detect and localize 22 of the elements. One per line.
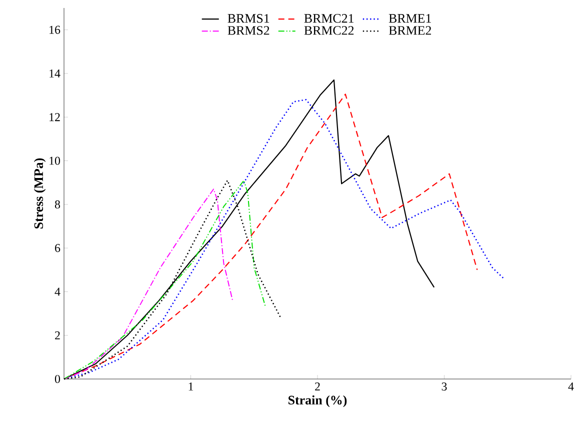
x-tick-label: 3 [442, 382, 447, 391]
legend-label: BRMC22 [304, 26, 354, 35]
legend-label: BRMC21 [304, 14, 354, 23]
x-tick-label: 1 [188, 382, 194, 390]
legend-label: BRME1 [388, 14, 431, 23]
y-axis-title: Stress (MPa) [34, 158, 46, 228]
x-tick-label: 4 [568, 382, 574, 390]
y-tick-label: 16 [50, 26, 60, 34]
y-tick-label: 8 [54, 200, 60, 208]
y-tick-label: 4 [54, 288, 60, 296]
y-tick-label: 6 [55, 244, 60, 252]
x-axis-title: Strain (%) [288, 395, 347, 408]
y-tick-label: 0 [54, 374, 60, 384]
legend-label: BRMS1 [228, 14, 270, 23]
legend-label: BRMS2 [228, 26, 270, 35]
y-tick-label: 2 [55, 331, 60, 340]
x-tick-label: 2 [315, 382, 320, 390]
legend-label: BRME2 [388, 26, 431, 35]
y-tick-label: 14 [50, 70, 60, 78]
y-tick-label: 10 [50, 156, 60, 165]
y-tick-label: 12 [50, 113, 60, 122]
line-series [64, 188, 234, 380]
